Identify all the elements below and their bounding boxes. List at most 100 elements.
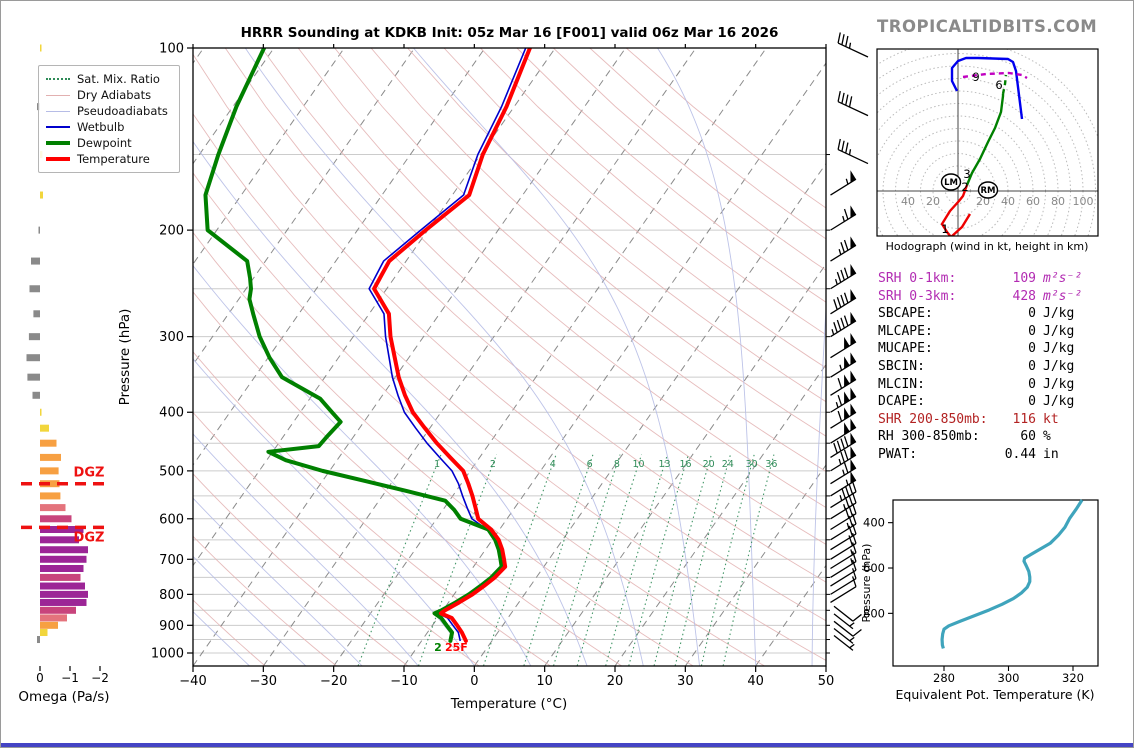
barb-staff — [830, 411, 857, 429]
barb-staff — [830, 479, 857, 497]
wind-barb — [830, 332, 857, 359]
omega-bar — [26, 354, 40, 362]
stats-row: MLCIN: 0 J/kg — [878, 377, 1113, 395]
hodo-ring-label: 80 — [1051, 195, 1065, 208]
dry-adiabat-line — [443, 48, 826, 369]
stats-unit: J/kg — [1043, 358, 1075, 374]
hodo-height-label: 6 — [995, 78, 1002, 92]
wind-barb — [830, 542, 857, 570]
barb-full — [837, 138, 841, 150]
barb-full — [843, 239, 849, 251]
barb-pennant — [844, 407, 850, 420]
omega-bar — [40, 536, 79, 544]
dewpoint-curve — [203, 48, 504, 643]
thetae-p-tick-label: 400 — [863, 516, 885, 530]
hodo-marker-LM — [940, 173, 962, 191]
stats-value: 60 — [1020, 429, 1036, 445]
omega-tick-label: 0 — [36, 671, 44, 685]
dry-adiabat-line — [193, 231, 694, 666]
omega-bar — [40, 582, 85, 590]
barb-staff — [830, 454, 857, 472]
wind-barb — [830, 352, 857, 378]
wind-barb — [830, 236, 857, 262]
barb-full — [833, 299, 838, 310]
barb-full — [836, 319, 842, 331]
stats-label: DCAPE: — [878, 394, 925, 410]
stats-row: SHR 200-850mb: 116 kt — [878, 412, 1113, 430]
footer-divider — [1, 743, 1133, 747]
dry-adiabat-line — [193, 172, 765, 666]
barb-full — [836, 296, 842, 308]
mixing-ratio-label: 4 — [550, 459, 556, 470]
legend-swatch-wetbulb — [46, 126, 70, 128]
barb-full — [841, 34, 845, 45]
barb-staff — [830, 441, 857, 458]
dry-adiabat-line — [407, 48, 826, 403]
omega-tick-label: −1 — [61, 671, 79, 685]
barb-half — [849, 643, 855, 649]
wind-barb — [830, 370, 857, 396]
wind-barb — [830, 576, 857, 604]
stats-row: SBCIN: 0 J/kg — [878, 359, 1113, 377]
mixing-ratio-label: 16 — [680, 459, 692, 470]
hodo-ring-label: 100 — [1073, 195, 1094, 208]
barb-half — [843, 503, 846, 510]
hodo-ring-label: 20 — [926, 195, 940, 208]
barb-staff — [830, 491, 857, 509]
barb-staff — [830, 569, 857, 587]
stats-unit: J/kg — [1043, 376, 1075, 392]
wind-barb — [833, 635, 855, 651]
barb-full — [836, 440, 842, 452]
isotherm-line — [614, 363, 826, 666]
barb-full — [844, 496, 850, 508]
dry-adiabat-line — [261, 48, 826, 545]
page-title: HRRR Sounding at KDKB Init: 05z Mar 16 [… — [240, 25, 779, 41]
barb-full — [843, 267, 849, 279]
surface-temp-label: 25F — [445, 641, 468, 654]
dgz-label: DGZ — [74, 466, 105, 481]
barb-staff — [830, 297, 857, 315]
omega-bar — [40, 621, 58, 629]
dry-adiabat-line — [193, 351, 551, 666]
omega-bar — [28, 333, 40, 341]
legend-swatch-mixratio — [46, 78, 70, 80]
dry-adiabat-line — [193, 535, 337, 666]
temp-tick-label: −10 — [390, 674, 417, 689]
hodo-trace-9km+ — [962, 71, 1028, 80]
omega-bar — [40, 408, 42, 416]
barb-full — [843, 449, 849, 461]
stats-value: 109 — [1012, 271, 1036, 286]
stats-value: 0 — [1028, 341, 1036, 357]
stats-value: 0 — [1028, 306, 1036, 322]
barb-full — [851, 481, 857, 492]
barb-full — [852, 613, 862, 622]
hodo-marker-label: LM — [944, 178, 958, 188]
omega-bar — [40, 598, 87, 606]
barb-full — [843, 292, 849, 304]
barb-full — [845, 35, 849, 47]
barb-staff — [830, 467, 857, 485]
thetae-x-tick-label: 300 — [998, 671, 1020, 685]
omega-bar — [40, 44, 42, 52]
stats-value: 428 — [1012, 288, 1036, 304]
mixing-ratio-line — [417, 454, 498, 666]
dry-adiabat-line — [193, 113, 826, 661]
barb-full — [851, 542, 857, 553]
barb-staff — [830, 178, 857, 196]
omega-bar — [40, 467, 59, 475]
mixing-ratio-label: 8 — [614, 459, 620, 470]
dry-adiabat-line — [193, 411, 480, 666]
barb-full — [851, 523, 857, 535]
wind-barb — [830, 432, 857, 458]
dry-adiabat-line — [297, 48, 826, 509]
barb-staff — [830, 502, 857, 520]
wind-barb — [837, 90, 869, 117]
wind-barb — [830, 403, 857, 429]
barb-half — [848, 42, 852, 49]
barb-pennant — [850, 332, 856, 346]
barb-pennant — [850, 370, 856, 383]
hodo-trace-upper — [950, 56, 1024, 120]
mixing-ratio-label: 6 — [587, 459, 593, 470]
mixing-ratio-label: 13 — [658, 459, 670, 470]
